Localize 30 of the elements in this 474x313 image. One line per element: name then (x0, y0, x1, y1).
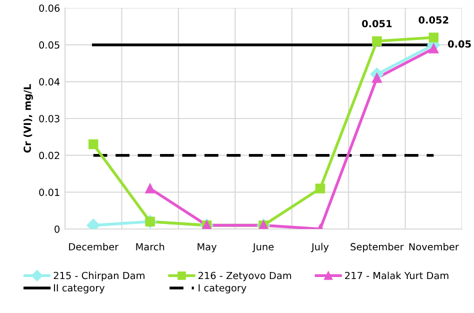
legend-label: II category (54, 284, 105, 294)
x-tick-label: July (310, 242, 329, 252)
legend-label: I category (198, 284, 246, 294)
legend-label: 217 - Malak Yurt Dam (345, 272, 448, 280)
x-tick-label: December (69, 242, 119, 250)
y-tick-label: 0.05 (39, 41, 60, 49)
x-tick-label: June (252, 243, 274, 252)
point (372, 36, 382, 46)
x-tick-label: March (136, 242, 164, 250)
x-tick-label: November (409, 242, 459, 250)
point (372, 73, 382, 83)
legend-label: 215 - Chirpan Dam (54, 272, 144, 282)
y-tick-label: 0.03 (39, 114, 60, 122)
y-tick-label: 0 (54, 225, 60, 233)
y-axis-title: Cr (VI), mg/L (23, 84, 33, 153)
point (88, 139, 98, 150)
data-label: 0.05 (448, 40, 471, 48)
legend-label: 216 - Zetyovo Dam (198, 272, 292, 282)
y-tick-label: 0.04 (39, 78, 60, 86)
data-label: 0.052 (418, 16, 448, 24)
point (428, 44, 439, 54)
x-tick-label: September (350, 242, 404, 252)
y-tick-label: 0.02 (39, 152, 60, 160)
point (315, 184, 326, 194)
point (145, 184, 155, 194)
y-tick-label: 0.06 (39, 4, 60, 12)
point (428, 32, 439, 42)
data-label: 0.051 (362, 20, 392, 28)
y-tick-label: 0.01 (39, 188, 60, 196)
x-tick-label: May (198, 243, 217, 252)
